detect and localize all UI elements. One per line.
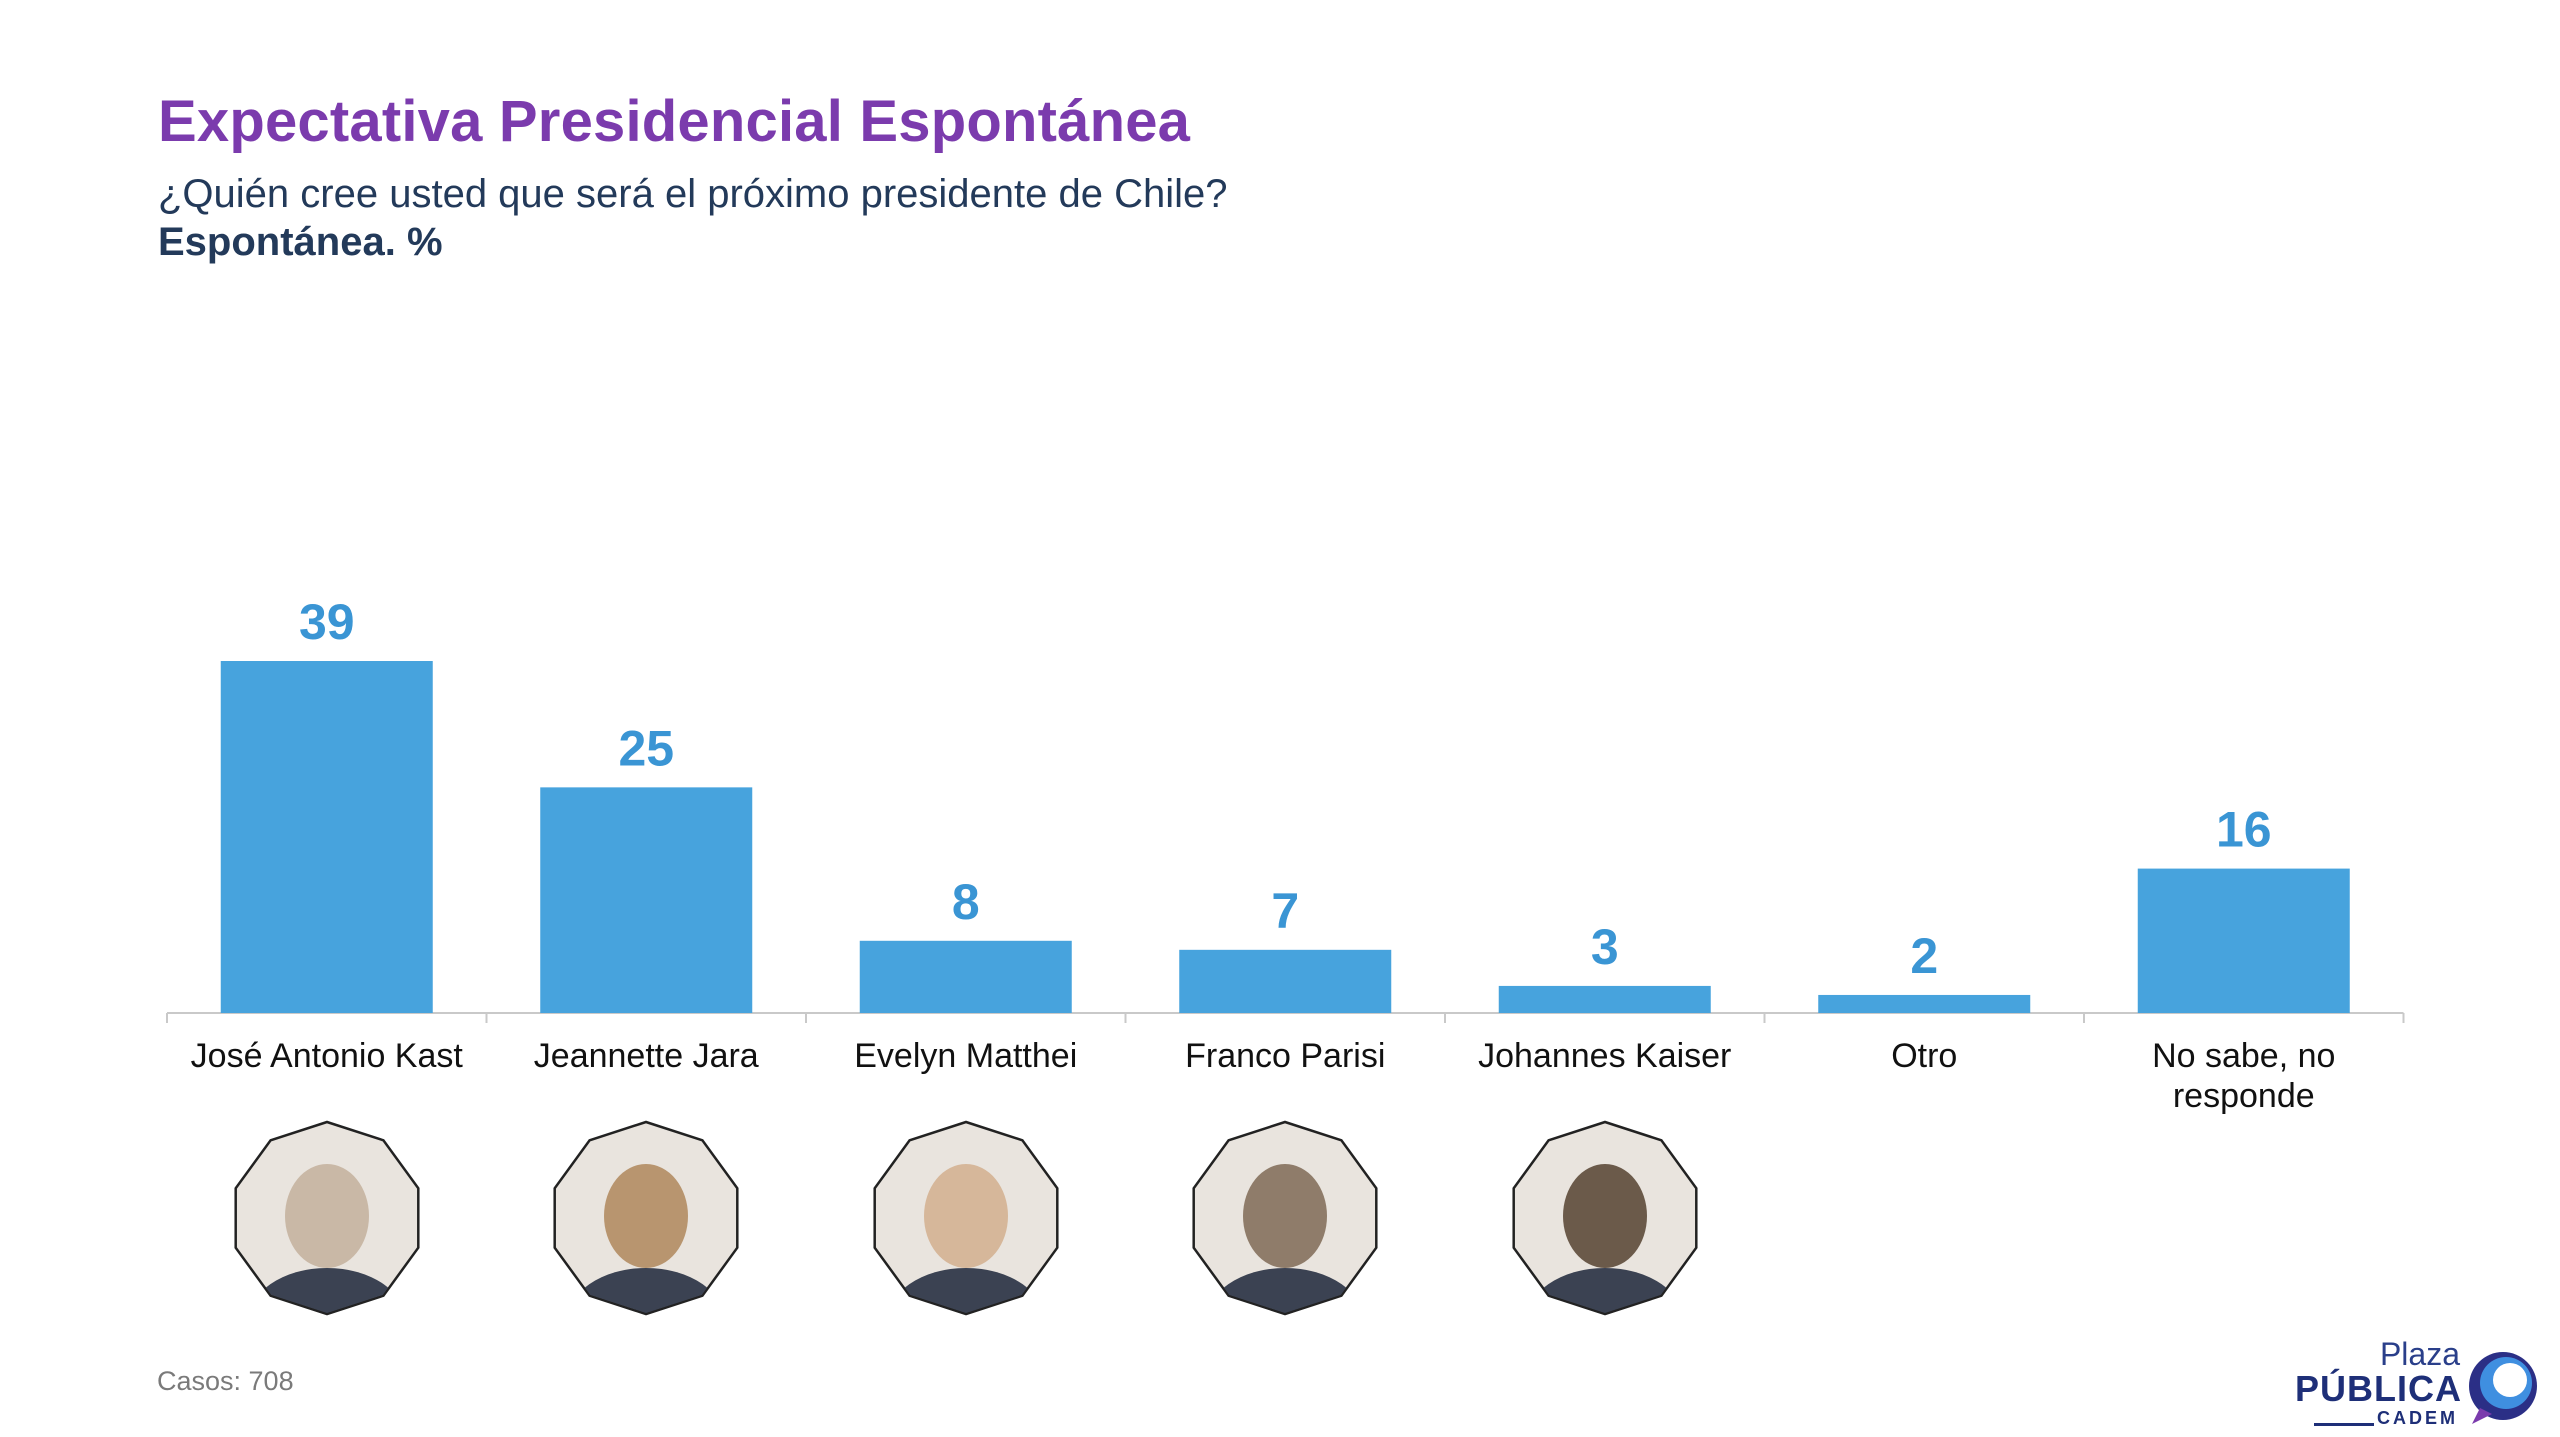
logo-text-publica: PÚBLICA [2295, 1368, 2462, 1409]
bar [1498, 985, 1711, 1013]
x-tick-label-line: José Antonio Kast [191, 1037, 464, 1075]
speech-bubble-icon [2469, 1352, 2537, 1424]
logo-text-cadem: CADEM [2377, 1408, 2458, 1428]
bar-value-label: 7 [1271, 883, 1299, 939]
x-tick-label: Evelyn Matthei [854, 1037, 1077, 1075]
x-tick-label-line: Franco Parisi [1185, 1037, 1385, 1075]
bar [540, 787, 753, 1013]
bar-value-label: 16 [2216, 802, 2272, 858]
x-tick-label-line: responde [2173, 1077, 2315, 1115]
bar-value-label: 2 [1910, 928, 1938, 984]
bar [1818, 994, 2031, 1013]
x-tick-label: Jeannette Jara [534, 1037, 759, 1075]
x-tick-label-line: Otro [1891, 1037, 1957, 1075]
bar-value-label: 25 [618, 720, 674, 776]
bar [859, 940, 1072, 1013]
x-tick-label: No sabe, no responde [2152, 1037, 2335, 1115]
bar-value-label: 3 [1591, 919, 1619, 975]
portrait-jara-icon [553, 1120, 739, 1316]
plaza-publica-logo: Plaza PÚBLICA CADEM [2295, 1330, 2550, 1430]
x-tick-label: Franco Parisi [1185, 1037, 1385, 1075]
bar-value-label: 8 [952, 874, 980, 930]
portrait-parisi-icon [1192, 1120, 1378, 1316]
chart-title: Expectativa Presidencial Espontánea [158, 89, 1191, 154]
chart-subtitle: ¿Quién cree usted que será el próximo pr… [158, 172, 1228, 216]
x-tick-label-line: Johannes Kaiser [1478, 1037, 1731, 1075]
sample-size-note: Casos: 708 [157, 1366, 294, 1396]
bar [1179, 949, 1392, 1013]
x-tick-label-line: Jeannette Jara [534, 1037, 759, 1075]
logo-text-plaza: Plaza [2379, 1336, 2460, 1372]
x-tick-label-line: No sabe, no [2152, 1037, 2335, 1075]
bar [2137, 868, 2350, 1013]
unit-label: Espontánea. % [158, 220, 443, 264]
logo-underline [2314, 1423, 2374, 1426]
bar-value-label: 39 [299, 594, 355, 650]
x-tick-label: Johannes Kaiser [1478, 1037, 1731, 1075]
bar [220, 661, 433, 1013]
portrait-kaiser-icon [1512, 1120, 1698, 1316]
x-tick-label: Otro [1891, 1037, 1957, 1075]
portrait-matthei-icon [873, 1120, 1059, 1316]
x-tick-label-line: Evelyn Matthei [854, 1037, 1077, 1075]
x-tick-label: José Antonio Kast [191, 1037, 464, 1075]
portrait-kast-icon [234, 1120, 420, 1316]
